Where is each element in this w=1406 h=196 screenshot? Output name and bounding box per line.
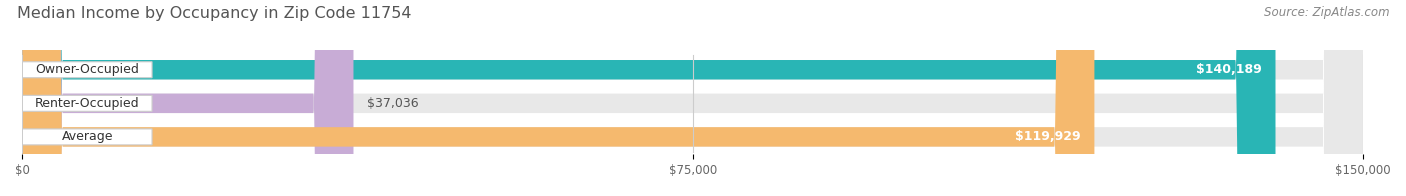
FancyBboxPatch shape: [22, 95, 152, 111]
FancyBboxPatch shape: [22, 0, 1094, 196]
Text: $37,036: $37,036: [367, 97, 419, 110]
FancyBboxPatch shape: [22, 0, 1364, 196]
Text: Renter-Occupied: Renter-Occupied: [35, 97, 139, 110]
Text: $140,189: $140,189: [1197, 63, 1263, 76]
Text: Source: ZipAtlas.com: Source: ZipAtlas.com: [1264, 6, 1389, 19]
FancyBboxPatch shape: [22, 0, 353, 196]
Text: Average: Average: [62, 130, 112, 143]
FancyBboxPatch shape: [22, 0, 1275, 196]
Text: Owner-Occupied: Owner-Occupied: [35, 63, 139, 76]
FancyBboxPatch shape: [22, 129, 152, 145]
FancyBboxPatch shape: [22, 0, 1364, 196]
FancyBboxPatch shape: [22, 0, 1364, 196]
Text: $119,929: $119,929: [1015, 130, 1081, 143]
Text: Median Income by Occupancy in Zip Code 11754: Median Income by Occupancy in Zip Code 1…: [17, 6, 412, 21]
FancyBboxPatch shape: [22, 62, 152, 78]
